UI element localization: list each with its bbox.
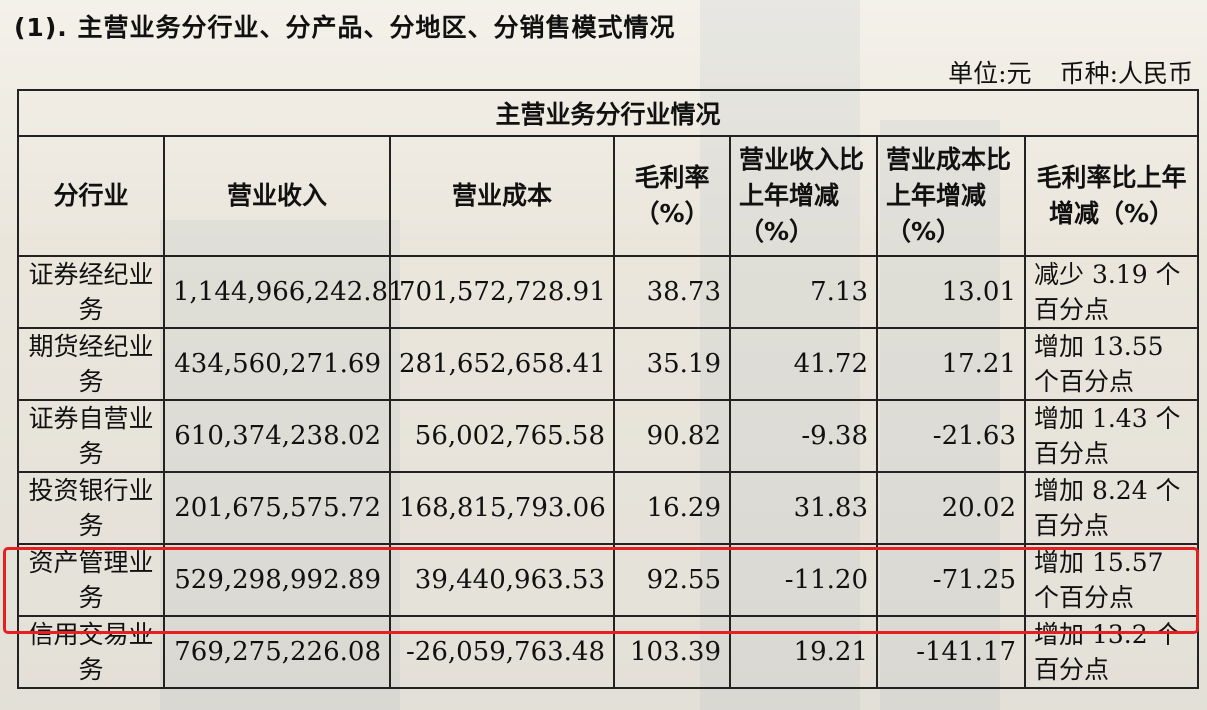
cost-cell: 56,002,765.58 (389, 399, 615, 473)
currency-label: 币种:人民币 (1059, 59, 1193, 88)
table-caption: 主营业务分行业情况 (16, 89, 1200, 137)
header-cost: 营业成本 (389, 135, 615, 257)
cost-change-cell: 17.21 (876, 327, 1026, 401)
revenue-change-cell: 31.83 (729, 471, 878, 545)
table-row-futures: 期货经纪业务 434,560,271.69 281,652,658.41 35.… (17, 327, 1200, 401)
revenue-change-cell: 19.21 (729, 615, 878, 689)
revenue-cell: 769,275,226.08 (163, 615, 391, 689)
margin-cell: 16.29 (613, 471, 731, 545)
cost-cell: 281,652,658.41 (389, 327, 615, 401)
revenue-change-cell: 41.72 (729, 327, 878, 401)
row-name: 证券经纪业务 (17, 255, 165, 329)
unit-currency-line: 单位:元 币种:人民币 (920, 54, 1193, 90)
margin-cell: 90.82 (613, 399, 731, 473)
revenue-cell: 1,144,966,242.81 (163, 255, 405, 329)
header-margin-change: 毛利率比上年增减（%） (1023, 135, 1200, 257)
revenue-cell: 201,675,575.72 (163, 471, 391, 545)
row-name: 资产管理业务 (17, 543, 165, 617)
section-heading: (1). 主营业务分行业、分产品、分地区、分销售模式情况 (14, 13, 676, 42)
table-row-proprietary: 证券自营业务 610,374,238.02 56,002,765.58 90.8… (17, 399, 1200, 473)
cost-change-cell: -71.25 (876, 543, 1026, 617)
revenue-cell: 529,298,992.89 (163, 543, 391, 617)
cost-cell: 168,815,793.06 (389, 471, 615, 545)
margin-change-cell: 增加 13.55 个百分点 (1023, 327, 1200, 401)
cost-change-cell: -21.63 (876, 399, 1026, 473)
margin-change-cell: 减少 3.19 个百分点 (1023, 255, 1200, 329)
table-row-credit-trading: 信用交易业务 769,275,226.08 -26,059,763.48 103… (17, 615, 1200, 689)
unit-label: 单位:元 (948, 59, 1032, 88)
header-revenue-change: 营业收入比上年增减（%） (729, 135, 878, 257)
revenue-change-cell: -11.20 (729, 543, 878, 617)
margin-cell: 92.55 (613, 543, 731, 617)
cost-change-cell: -141.17 (876, 615, 1026, 689)
revenue-cell: 434,560,271.69 (163, 327, 391, 401)
revenue-change-cell: 7.13 (729, 255, 878, 329)
table-row-asset-management: 资产管理业务 529,298,992.89 39,440,963.53 92.5… (17, 543, 1200, 617)
highlight-box (3, 547, 1199, 634)
cost-cell: 701,572,728.91 (389, 255, 615, 329)
industry-revenue-table: 主营业务分行业情况 分行业 营业收入 营业成本 毛利率（%） 营业收入比上年增减… (16, 89, 1200, 689)
margin-cell: 38.73 (613, 255, 731, 329)
table-row-brokerage: 证券经纪业务 1,144,966,242.81 701,572,728.91 3… (17, 255, 1200, 329)
header-margin: 毛利率（%） (613, 135, 731, 257)
header-revenue: 营业收入 (163, 135, 391, 257)
revenue-cell: 610,374,238.02 (163, 399, 391, 473)
cost-change-cell: 13.01 (876, 255, 1026, 329)
row-name: 期货经纪业务 (17, 327, 165, 401)
margin-change-cell: 增加 1.43 个百分点 (1023, 399, 1200, 473)
row-name: 投资银行业务 (17, 471, 165, 545)
cost-change-cell: 20.02 (876, 471, 1026, 545)
table-row-investment-banking: 投资银行业务 201,675,575.72 168,815,793.06 16.… (17, 471, 1200, 545)
header-industry: 分行业 (17, 135, 165, 257)
cost-cell: 39,440,963.53 (389, 543, 615, 617)
margin-change-cell: 增加 15.57 个百分点 (1023, 543, 1200, 617)
margin-change-cell: 增加 13.2 个百分点 (1023, 615, 1200, 689)
row-name: 证券自营业务 (17, 399, 165, 473)
margin-change-cell: 增加 8.24 个百分点 (1023, 471, 1200, 545)
margin-cell: 35.19 (613, 327, 731, 401)
header-cost-change: 营业成本比上年增减（%） (876, 135, 1026, 257)
row-name: 信用交易业务 (17, 615, 165, 689)
revenue-change-cell: -9.38 (729, 399, 878, 473)
cost-cell: -26,059,763.48 (389, 615, 615, 689)
margin-cell: 103.39 (613, 615, 731, 689)
